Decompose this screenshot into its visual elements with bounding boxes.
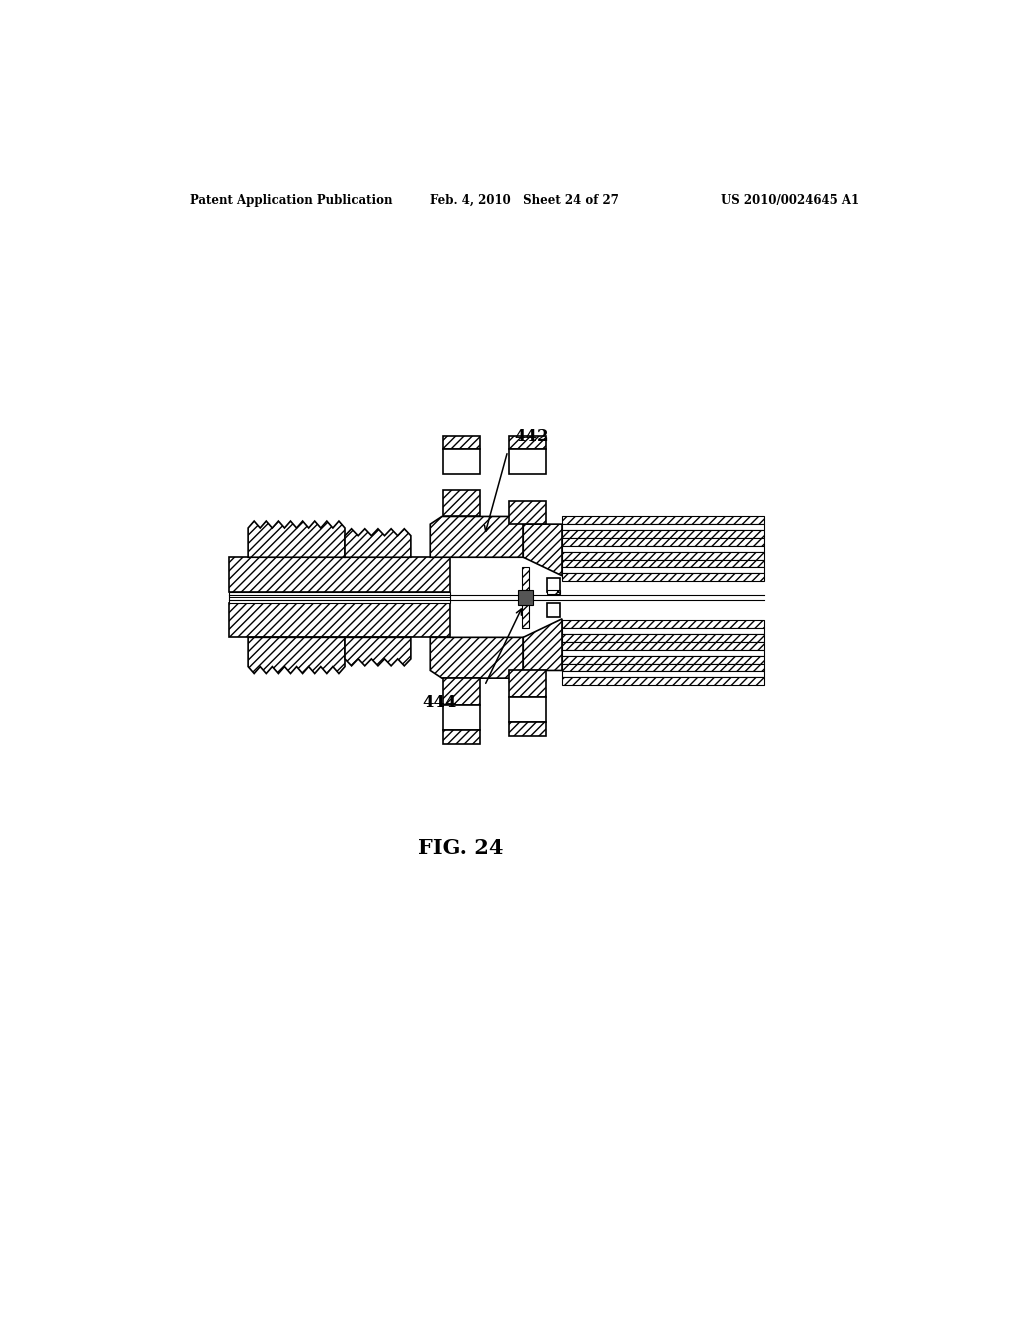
Bar [562,664,764,671]
Text: 444: 444 [423,693,457,710]
Bar [562,677,764,685]
Bar [442,449,480,474]
Bar [547,590,560,594]
Polygon shape [430,638,523,678]
Bar [562,620,764,628]
Bar [228,557,450,591]
Polygon shape [523,524,562,576]
Polygon shape [345,529,411,557]
Bar [509,697,546,722]
Bar [509,449,546,474]
Polygon shape [523,619,562,671]
Bar [509,502,546,524]
Bar [562,545,764,552]
Bar [562,642,764,649]
Bar [547,578,560,591]
Bar [562,516,764,524]
Bar [509,722,546,737]
Text: 442: 442 [514,428,549,445]
Bar [562,656,764,664]
Bar [547,603,560,616]
Polygon shape [248,521,345,557]
Bar [521,605,529,628]
Bar [521,566,529,590]
Bar [509,436,546,450]
Bar [562,560,764,568]
Polygon shape [345,638,411,665]
Text: FIG. 24: FIG. 24 [419,838,504,858]
Bar [442,705,480,730]
Bar [228,591,450,603]
Bar [562,552,764,560]
Bar [509,671,546,697]
Text: Feb. 4, 2010   Sheet 24 of 27: Feb. 4, 2010 Sheet 24 of 27 [430,194,620,207]
Bar [442,730,480,743]
Bar [562,628,764,635]
Bar [562,671,764,677]
Bar [442,678,480,705]
Text: US 2010/0024645 A1: US 2010/0024645 A1 [722,194,859,207]
Bar [562,568,764,573]
Bar [562,649,764,656]
Polygon shape [248,638,345,673]
Bar [442,436,480,450]
Bar [562,539,764,545]
Polygon shape [430,516,523,557]
Bar [562,531,764,539]
Bar [228,603,450,638]
Bar [442,490,480,516]
Bar [562,635,764,642]
Bar [562,573,764,581]
Text: Patent Application Publication: Patent Application Publication [190,194,392,207]
Bar [518,590,534,605]
Bar [562,524,764,531]
